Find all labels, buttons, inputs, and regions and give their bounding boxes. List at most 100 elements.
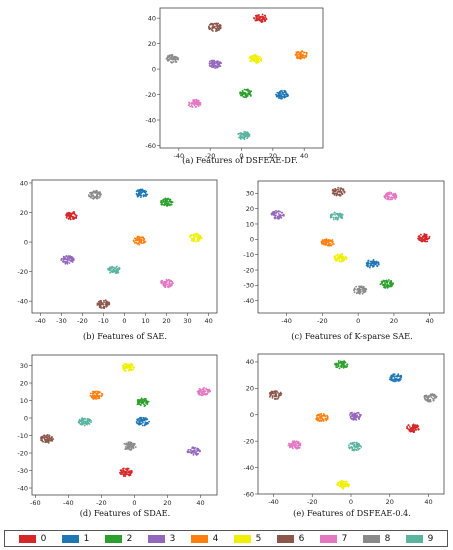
scatter-point (283, 96, 286, 99)
plot-frame (159, 7, 324, 149)
scatter-point (278, 395, 280, 397)
scatter-point (272, 392, 275, 395)
scatter-point (278, 216, 281, 219)
scatter-point (246, 131, 249, 134)
scatter-point (394, 198, 397, 200)
scatter-point (258, 18, 261, 20)
scatter-point (336, 483, 339, 486)
scatter-point (393, 376, 396, 378)
scatter-point (260, 19, 263, 21)
scatter-point (389, 376, 392, 379)
scatter-point (339, 484, 341, 487)
scatter-point (105, 301, 107, 304)
scatter-point (388, 282, 391, 285)
scatter-point (143, 400, 146, 403)
cluster-label-1 (365, 259, 380, 269)
scatter-point (137, 190, 140, 193)
scatter-point (337, 365, 340, 368)
scatter-point (129, 441, 132, 444)
scatter-point (205, 388, 207, 390)
scatter-point (420, 239, 422, 241)
scatter-point (124, 470, 126, 473)
scatter-point (398, 379, 400, 381)
scatter-point (145, 418, 148, 421)
scatter-point (264, 19, 266, 22)
scatter-point (255, 59, 258, 62)
cluster-label-6 (96, 299, 111, 310)
scatter-point (319, 413, 322, 416)
scatter-point (280, 95, 283, 98)
scatter-point (340, 366, 343, 369)
scatter-point (212, 30, 214, 32)
cluster-label-1 (135, 188, 149, 199)
legend-swatch (276, 534, 294, 543)
scatter-point (98, 302, 101, 304)
scatter-point (43, 436, 46, 439)
scatter-point (168, 200, 171, 203)
scatter-point (344, 485, 347, 488)
scatter-point (425, 235, 428, 238)
scatter-point (97, 303, 99, 306)
scatter-point (279, 391, 282, 394)
legend-swatch (405, 534, 423, 543)
scatter-point (406, 427, 409, 429)
scatter-point (353, 287, 356, 290)
scatter-point (143, 403, 145, 406)
legend-item: 3 (147, 534, 175, 544)
scatter-point (96, 192, 99, 195)
cluster-label-0 (65, 211, 78, 221)
scatter-point (78, 419, 81, 421)
scatter-point (100, 392, 103, 395)
scatter-point (101, 302, 104, 305)
cluster-label-6 (39, 434, 55, 444)
legend-item: 0 (18, 534, 46, 544)
scatter-point (337, 482, 340, 485)
scatter-point (373, 260, 376, 263)
x-tick-label: -40 (173, 152, 184, 160)
scatter-point (250, 58, 253, 60)
scatter-point (244, 130, 247, 133)
scatter-point (409, 430, 412, 433)
scatter-point (253, 17, 256, 20)
scatter-point (353, 441, 356, 444)
scatter-point (118, 471, 121, 474)
scatter-point (336, 213, 339, 216)
x-tick-label: 10 (141, 317, 149, 325)
scatter-point (121, 364, 124, 367)
caption-a: (a) Features of DSFEAE-DF. (182, 155, 298, 165)
scatter-point (118, 266, 121, 269)
scatter-point (349, 442, 352, 445)
scatter-point (248, 135, 251, 138)
scatter-point (129, 365, 131, 368)
scatter-point (255, 61, 258, 64)
scatter-point (123, 362, 126, 365)
x-tick-label: 40 (424, 498, 432, 506)
scatter-point (67, 255, 70, 258)
cluster-label-3 (270, 209, 285, 220)
scatter-point (291, 444, 294, 447)
scatter-point (279, 214, 281, 217)
scatter-point (348, 446, 351, 449)
scatter-point (327, 241, 330, 244)
scatter-point (214, 27, 217, 30)
scatter-point (340, 486, 343, 489)
scatter-point (338, 361, 340, 364)
scatter-point (349, 416, 352, 419)
scatter-point (204, 390, 207, 393)
legend-item: 4 (190, 534, 218, 544)
scatter-point (332, 240, 334, 243)
scatter-point (193, 104, 196, 106)
x-tick-label: 40 (300, 152, 308, 160)
legend-label: 8 (384, 533, 391, 544)
scatter-point (340, 190, 343, 193)
caption-b: (b) Features of SAE. (83, 331, 167, 341)
scatter-point (208, 28, 211, 31)
scatter-point (137, 400, 139, 403)
scatter-point (164, 197, 167, 200)
scatter-point (393, 193, 396, 195)
scatter-point (74, 216, 76, 219)
scatter-point (177, 57, 180, 60)
scatter-point (242, 136, 245, 139)
scatter-point (145, 190, 148, 193)
scatter-point (248, 89, 250, 92)
